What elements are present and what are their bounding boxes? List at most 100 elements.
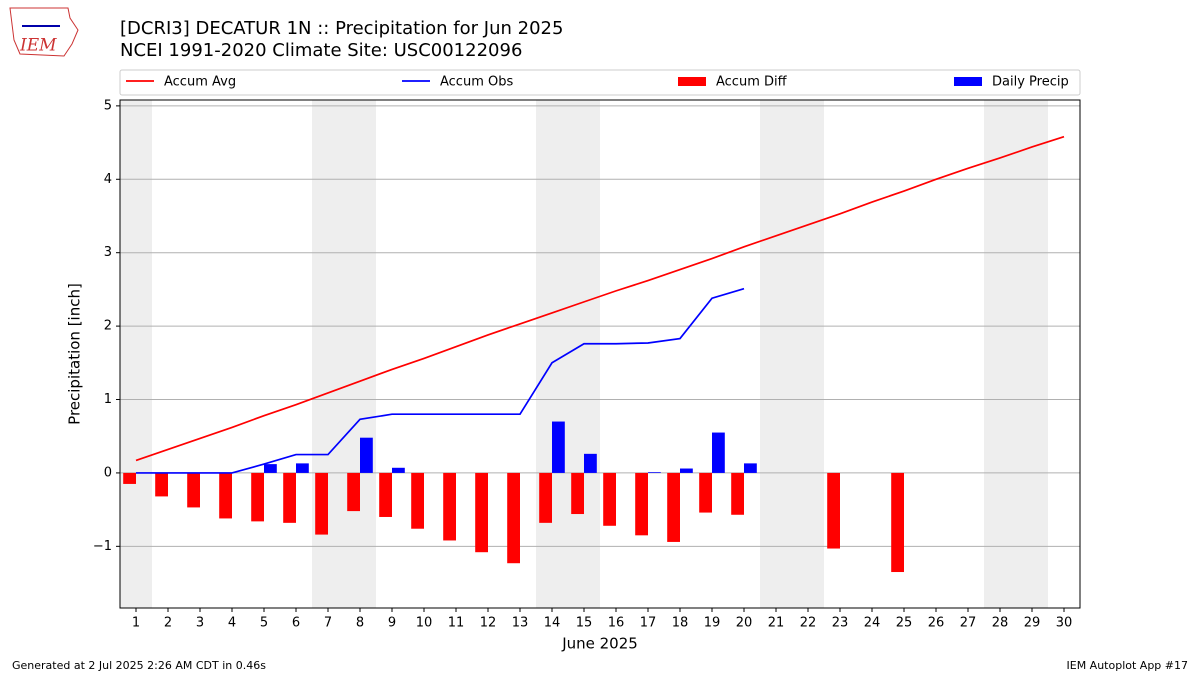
x-tick-label: 28 bbox=[992, 616, 1009, 631]
bar bbox=[744, 463, 757, 473]
bar bbox=[603, 472, 616, 526]
y-tick-label: 4 bbox=[104, 172, 112, 187]
bar bbox=[712, 432, 725, 473]
bar bbox=[219, 472, 232, 519]
bar bbox=[347, 472, 360, 512]
legend-item: Daily Precip bbox=[954, 75, 1069, 90]
x-tick-label: 4 bbox=[228, 616, 236, 631]
legend-swatch bbox=[954, 77, 982, 86]
bar bbox=[648, 472, 661, 473]
bar bbox=[680, 468, 693, 473]
x-axis-label: June 2025 bbox=[561, 635, 638, 653]
weekend-band bbox=[1016, 100, 1048, 608]
bar bbox=[891, 472, 904, 573]
legend-label: Accum Diff bbox=[716, 75, 788, 90]
line bbox=[135, 135, 1065, 462]
x-tick-label: 15 bbox=[576, 616, 593, 631]
weekend-band bbox=[120, 100, 152, 608]
weekend-band bbox=[792, 100, 824, 608]
x-tick-label: 2 bbox=[164, 616, 172, 631]
chart-title: [DCRI3] DECATUR 1N :: Precipitation for … bbox=[120, 18, 563, 39]
footer-left: Generated at 2 Jul 2025 2:26 AM CDT in 0… bbox=[12, 659, 266, 672]
weekend-band bbox=[760, 100, 792, 608]
bar bbox=[392, 467, 405, 473]
x-tick-label: 1 bbox=[132, 616, 140, 631]
x-tick-label: 20 bbox=[736, 616, 753, 631]
weekend-band bbox=[984, 100, 1016, 608]
bar bbox=[264, 464, 277, 473]
bar bbox=[155, 472, 168, 497]
y-tick-label: −1 bbox=[93, 539, 112, 554]
x-tick-label: 8 bbox=[356, 616, 364, 631]
bar bbox=[187, 472, 200, 508]
x-tick-label: 29 bbox=[1024, 616, 1041, 631]
x-tick-label: 27 bbox=[960, 616, 977, 631]
bar bbox=[475, 472, 488, 553]
bar bbox=[360, 437, 373, 473]
bar bbox=[571, 472, 584, 515]
legend-item: Accum Obs bbox=[402, 75, 513, 90]
bar bbox=[411, 472, 424, 529]
x-tick-label: 21 bbox=[768, 616, 785, 631]
x-tick-label: 23 bbox=[832, 616, 849, 631]
weekend-band bbox=[568, 100, 600, 608]
bar bbox=[731, 472, 744, 515]
bar bbox=[699, 472, 712, 513]
x-tick-label: 26 bbox=[928, 616, 945, 631]
x-tick-label: 3 bbox=[196, 616, 204, 631]
x-tick-label: 18 bbox=[672, 616, 689, 631]
x-tick-label: 12 bbox=[480, 616, 497, 631]
bar bbox=[283, 472, 296, 523]
x-tick-label: 14 bbox=[544, 616, 561, 631]
y-tick-label: 3 bbox=[104, 245, 112, 260]
x-tick-label: 11 bbox=[448, 616, 465, 631]
y-axis-label: Precipitation [inch] bbox=[66, 283, 84, 425]
x-tick-label: 24 bbox=[864, 616, 881, 631]
x-tick-label: 10 bbox=[416, 616, 433, 631]
bar bbox=[552, 421, 565, 473]
x-tick-label: 7 bbox=[324, 616, 332, 631]
bar bbox=[123, 472, 136, 484]
bar bbox=[296, 463, 309, 473]
x-tick-label: 6 bbox=[292, 616, 300, 631]
y-tick-label: 5 bbox=[104, 98, 112, 113]
bar bbox=[507, 472, 520, 564]
chart-subtitle: NCEI 1991-2020 Climate Site: USC00122096 bbox=[120, 40, 522, 61]
x-tick-label: 13 bbox=[512, 616, 529, 631]
plot-frame bbox=[119, 99, 1081, 609]
legend-swatch bbox=[678, 77, 706, 86]
bar bbox=[827, 472, 840, 549]
footer-right: IEM Autoplot App #17 bbox=[1067, 659, 1189, 672]
x-tick-label: 22 bbox=[800, 616, 817, 631]
x-tick-label: 25 bbox=[896, 616, 913, 631]
y-tick-label: 0 bbox=[104, 465, 112, 480]
bar bbox=[635, 472, 648, 536]
bar bbox=[379, 472, 392, 517]
bar bbox=[539, 472, 552, 523]
legend-item: Accum Diff bbox=[678, 75, 788, 90]
x-tick-label: 16 bbox=[608, 616, 625, 631]
y-tick-label: 1 bbox=[104, 392, 112, 407]
legend bbox=[119, 69, 1081, 96]
legend-item: Accum Avg bbox=[126, 75, 236, 90]
bar bbox=[443, 472, 456, 541]
legend-label: Daily Precip bbox=[992, 75, 1069, 90]
logo-text: IEM bbox=[19, 36, 57, 56]
x-tick-label: 17 bbox=[640, 616, 657, 631]
bar bbox=[315, 472, 328, 535]
x-tick-label: 5 bbox=[260, 616, 268, 631]
logo-outline bbox=[9, 7, 79, 57]
y-tick-label: 2 bbox=[104, 319, 112, 334]
line bbox=[136, 287, 745, 474]
bar bbox=[584, 453, 597, 473]
logo: IEM bbox=[9, 7, 79, 57]
legend-label: Accum Obs bbox=[440, 75, 513, 90]
bar bbox=[251, 472, 264, 522]
x-tick-label: 30 bbox=[1056, 616, 1073, 631]
bar bbox=[667, 472, 680, 542]
x-tick-label: 19 bbox=[704, 616, 721, 631]
weekend-band bbox=[536, 100, 568, 608]
weekend-band bbox=[344, 100, 376, 608]
legend-label: Accum Avg bbox=[164, 75, 236, 90]
